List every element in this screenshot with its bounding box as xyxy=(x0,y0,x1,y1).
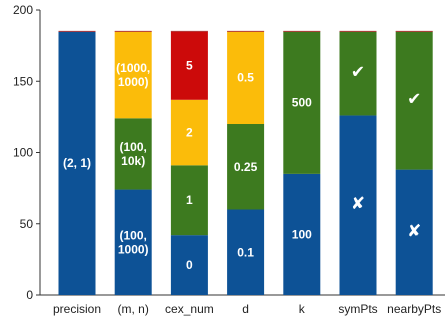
y-axis-ticks: 0 50 100 150 200 xyxy=(13,3,40,302)
y-tick-label: 0 xyxy=(26,288,33,302)
bar-segment xyxy=(395,169,433,295)
segment-label: (2, 1) xyxy=(63,156,91,170)
bar-segment xyxy=(283,173,321,295)
bar-segment xyxy=(58,31,96,295)
bar-stack: 0 1 2 5 xyxy=(170,30,208,295)
segment-label: 5 xyxy=(186,59,193,73)
bar-stack: 0.1 0.25 0.5 xyxy=(227,30,265,295)
segment-label: 2 xyxy=(186,126,193,140)
bar-stack: (2, 1) xyxy=(58,30,96,295)
segment-label: ✔ xyxy=(407,89,421,109)
segment-label: (100, 10k) xyxy=(120,140,147,168)
x-category-label: (m, n) xyxy=(118,302,149,316)
bar-stack: ✘✔ xyxy=(395,30,433,295)
x-category-label: precision xyxy=(53,302,101,316)
bar-segment xyxy=(170,99,208,166)
segment-label: 0.1 xyxy=(237,245,254,259)
bar-segment xyxy=(227,31,265,124)
bar-segment xyxy=(114,31,152,119)
bar-segment xyxy=(170,31,208,100)
bar-segment xyxy=(114,118,152,190)
x-category-label: d xyxy=(242,302,249,316)
segment-label: 0.5 xyxy=(237,71,254,85)
bar-segment xyxy=(283,31,321,174)
bar-stack: ✘✔ xyxy=(339,30,377,295)
segment-label: 1 xyxy=(186,193,193,207)
bar-stack: (100, 1000) (100, 10k) (1000, 1000) xyxy=(114,30,152,295)
bar-stack: 100 500 xyxy=(283,30,321,295)
x-category-label: k xyxy=(299,302,306,316)
bar-segment xyxy=(170,235,208,295)
x-category-label: nearbyPts xyxy=(387,302,441,316)
x-category-label: cex_num xyxy=(165,302,214,316)
bar-segment xyxy=(114,189,152,295)
y-tick-label: 200 xyxy=(13,3,33,17)
y-tick-label: 100 xyxy=(13,146,33,160)
segment-label: ✘ xyxy=(407,221,421,241)
bar-segment xyxy=(170,165,208,236)
segment-label: ✔ xyxy=(351,62,365,82)
bar-segment xyxy=(227,209,265,295)
x-category-label: symPts xyxy=(338,302,377,316)
segment-label: 500 xyxy=(292,96,312,110)
bar-segment xyxy=(395,31,433,170)
segment-label: 0.25 xyxy=(234,160,258,174)
y-tick-label: 150 xyxy=(13,74,33,88)
bar-segment xyxy=(227,124,265,210)
bar-segment xyxy=(339,31,377,116)
bar-segment xyxy=(339,115,377,295)
x-axis-labels: precision (m, n) cex_num d k symPts nearbyPts xyxy=(53,302,441,316)
segment-label: 100 xyxy=(292,227,312,241)
bars-group: (2, 1) (100, 1000) (100, 10k) (1000, 1000) 0 1 2 5… xyxy=(58,30,433,295)
segment-label: 0 xyxy=(186,258,193,272)
segment-label: (1000, 1000) xyxy=(116,61,150,89)
segment-label: ✘ xyxy=(351,194,365,214)
y-tick-label: 50 xyxy=(20,217,34,231)
segment-label: (100, 1000) xyxy=(118,228,149,256)
